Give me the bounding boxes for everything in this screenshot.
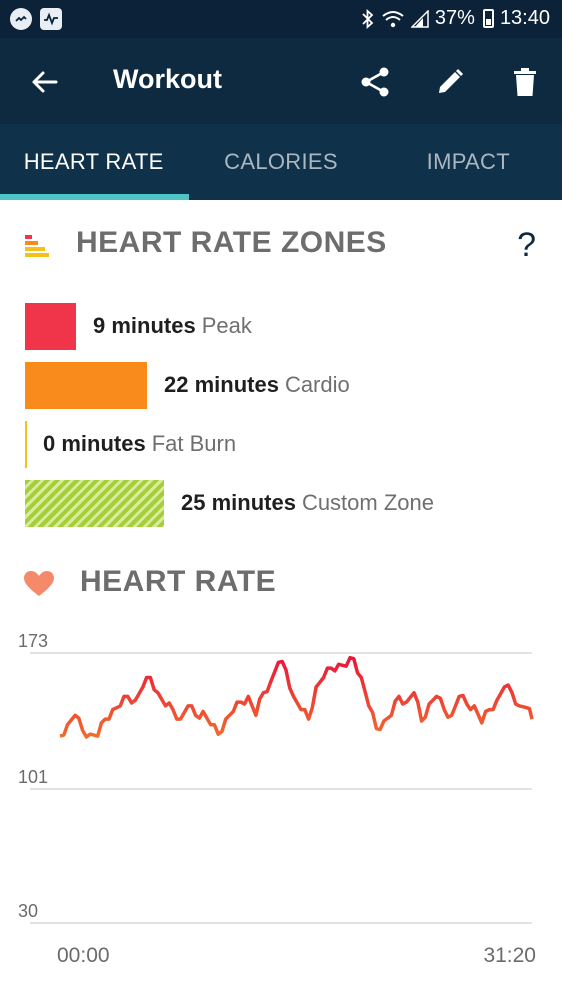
zone-peak: 9 minutes Peak xyxy=(25,302,252,350)
x-tick-label: 31:20 xyxy=(483,944,536,967)
tab-heart-rate[interactable]: HEART RATE xyxy=(23,149,164,174)
messenger-icon xyxy=(10,8,32,30)
status-bar: 37% 13:40 xyxy=(0,0,562,38)
x-tick-label: 00:00 xyxy=(57,944,110,967)
page-title: Workout xyxy=(113,64,222,94)
heart-icon xyxy=(24,571,54,596)
zones-icon xyxy=(25,235,49,257)
zone-fat-burn-bar xyxy=(25,420,27,468)
edit-button[interactable] xyxy=(428,60,472,104)
zone-fat-burn-name: Fat Burn xyxy=(151,431,237,456)
zone-peak-minutes: 9 minutes xyxy=(93,313,196,338)
delete-button[interactable] xyxy=(503,60,547,104)
zone-peak-bar xyxy=(25,302,76,350)
zone-custom-minutes: 25 minutes xyxy=(181,490,296,515)
help-button[interactable]: ? xyxy=(517,226,536,264)
zones-section-header: HEART RATE ZONES ? xyxy=(0,226,562,276)
zone-peak-name: Peak xyxy=(201,313,252,338)
zones-title: HEART RATE ZONES xyxy=(76,226,387,259)
bluetooth-icon xyxy=(362,8,374,29)
zone-custom-bar xyxy=(25,479,164,527)
zone-cardio-name: Cardio xyxy=(284,372,350,397)
zone-cardio-minutes: 22 minutes xyxy=(164,372,279,397)
share-icon xyxy=(361,67,389,97)
zone-custom-name: Custom Zone xyxy=(301,490,434,515)
zone-custom: 25 minutes Custom Zone xyxy=(25,479,434,527)
tab-calories[interactable]: CALORIES xyxy=(224,149,338,174)
tab-impact[interactable]: IMPACT xyxy=(426,149,510,174)
wifi-icon xyxy=(382,10,404,27)
zone-cardio-bar xyxy=(25,361,147,409)
battery-icon xyxy=(482,9,494,28)
active-tab-indicator xyxy=(0,194,189,200)
heart-rate-section-header: HEART RATE xyxy=(0,565,562,615)
edit-icon xyxy=(439,68,464,93)
signal-icon xyxy=(410,9,429,28)
heart-rate-line xyxy=(59,655,534,739)
battery-percent: 37% xyxy=(434,7,475,29)
zone-fat-burn: 0 minutes Fat Burn xyxy=(25,420,236,468)
heart-rate-chart: 173 101 30 00:00 31:20 xyxy=(18,631,536,967)
tab-bar: HEART RATE CALORIES IMPACT xyxy=(0,124,562,200)
y-tick-label: 30 xyxy=(18,901,38,921)
zone-fat-burn-minutes: 0 minutes xyxy=(43,431,146,456)
delete-icon xyxy=(514,68,536,96)
heart-rate-title: HEART RATE xyxy=(80,565,277,598)
y-tick-label: 173 xyxy=(18,631,48,651)
clock: 13:40 xyxy=(499,7,550,29)
activity-icon xyxy=(40,8,62,30)
back-button[interactable] xyxy=(22,60,66,104)
app-bar: Workout xyxy=(0,38,562,124)
zone-cardio: 22 minutes Cardio xyxy=(25,361,350,409)
y-tick-label: 101 xyxy=(18,767,48,787)
arrow-left-icon xyxy=(32,71,58,93)
share-button[interactable] xyxy=(353,60,397,104)
